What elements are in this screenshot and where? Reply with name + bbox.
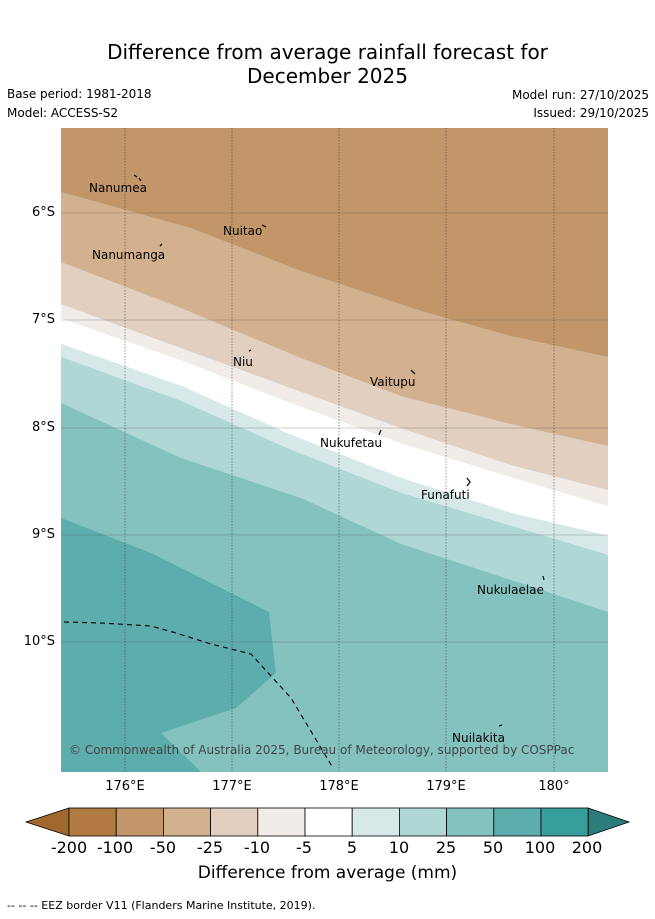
place-label: Niu	[233, 355, 253, 369]
place-label: Funafuti	[421, 488, 470, 502]
band-50-100	[61, 518, 276, 772]
colorbar-tick: -50	[149, 838, 177, 857]
colorbar-cell	[68, 807, 117, 837]
place-label: Nanumea	[89, 181, 147, 195]
colorbar-tick: 100	[524, 838, 556, 857]
map-svg: Nanumea Nuitao Nanumanga Niu Vaitupu Nuk…	[61, 128, 608, 772]
island-niu	[248, 349, 252, 352]
model-run: Model run: 27/10/2025	[511, 88, 649, 102]
copyright-notice: © Commonwealth of Australia 2025, Bureau…	[69, 743, 574, 757]
colorbar-arrow-low	[24, 807, 70, 837]
lat-label: 6°S	[31, 205, 55, 220]
band-neg25-neg50	[61, 192, 608, 446]
colorbar-tick: -10	[243, 838, 271, 857]
band-5-10	[61, 344, 608, 555]
place-label: Nuilakita	[452, 731, 505, 745]
eez-footnote: -- -- -- EEZ border V11 (Flanders Marine…	[7, 899, 316, 912]
island-nukufetau	[378, 429, 382, 436]
colorbar-cell	[446, 807, 495, 837]
colorbar-cell	[540, 807, 589, 837]
band-neg50-neg100	[61, 128, 608, 357]
lat-label: 7°S	[31, 312, 55, 327]
colorbar-cell	[304, 807, 353, 837]
colorbar-tick: -5	[296, 838, 312, 857]
colorbar-cells	[24, 807, 631, 837]
issued-date: Issued: 29/10/2025	[533, 106, 649, 120]
place-label: Nanumanga	[92, 248, 165, 262]
colorbar-cell	[351, 807, 400, 837]
island-nuilakita	[498, 724, 503, 727]
island-vaitupu	[410, 369, 416, 375]
colorbar-tick: 5	[346, 838, 358, 857]
title-line-1: Difference from average rainfall forecas…	[107, 40, 548, 64]
island-nuitao	[261, 224, 267, 228]
base-period: Base period: 1981-2018	[7, 87, 152, 101]
colorbar-cell	[493, 807, 542, 837]
colorbar-tick: 200	[571, 838, 603, 857]
lon-label: 178°E	[319, 779, 359, 794]
island-nukulaelae	[542, 575, 545, 581]
band-neg10-neg25	[61, 262, 608, 490]
title-line-2: December 2025	[247, 64, 408, 88]
lon-label: 176°E	[105, 779, 145, 794]
eez-border-line	[63, 621, 334, 769]
colorbar-tick: 10	[388, 838, 410, 857]
island-funafuti	[466, 477, 471, 487]
colorbar-cell	[162, 807, 211, 837]
lat-label: 10°S	[23, 634, 55, 649]
island-nanumea	[133, 174, 142, 182]
colorbar-tick: -25	[196, 838, 224, 857]
band-neutral	[61, 318, 608, 536]
place-label: Vaitupu	[370, 375, 416, 389]
lat-label: 8°S	[31, 420, 55, 435]
colorbar-arrow-high	[587, 807, 631, 837]
island-nanumanga	[159, 243, 163, 247]
colorbar-tick: 50	[482, 838, 504, 857]
colorbar	[24, 807, 631, 837]
lon-label: 180°	[538, 779, 570, 794]
map-title: Difference from average rainfall forecas…	[0, 40, 655, 88]
colorbar-cell	[398, 807, 447, 837]
model-name: Model: ACCESS-S2	[7, 106, 119, 120]
colorbar-tick: 25	[435, 838, 457, 857]
colorbar-title: Difference from average (mm)	[197, 863, 458, 883]
rainfall-map: Nanumea Nuitao Nanumanga Niu Vaitupu Nuk…	[61, 128, 608, 772]
colorbar-cell	[210, 807, 259, 837]
lat-label: 9°S	[31, 527, 55, 542]
place-label: Nukulaelae	[477, 583, 544, 597]
colorbar-cell	[115, 807, 164, 837]
lat-gridlines	[61, 212, 608, 643]
band-10-25	[61, 357, 608, 612]
colorbar-tick: -100	[96, 838, 134, 857]
lon-gridlines	[124, 128, 555, 772]
colorbar-cell	[257, 807, 306, 837]
lon-label: 179°E	[426, 779, 466, 794]
lon-label: 177°E	[212, 779, 252, 794]
band-neg5-neg10	[61, 304, 608, 506]
place-label: Nuitao	[223, 224, 262, 238]
place-label: Nukufetau	[320, 436, 382, 450]
island-outlines	[133, 174, 545, 727]
colorbar-tick: -200	[50, 838, 88, 857]
